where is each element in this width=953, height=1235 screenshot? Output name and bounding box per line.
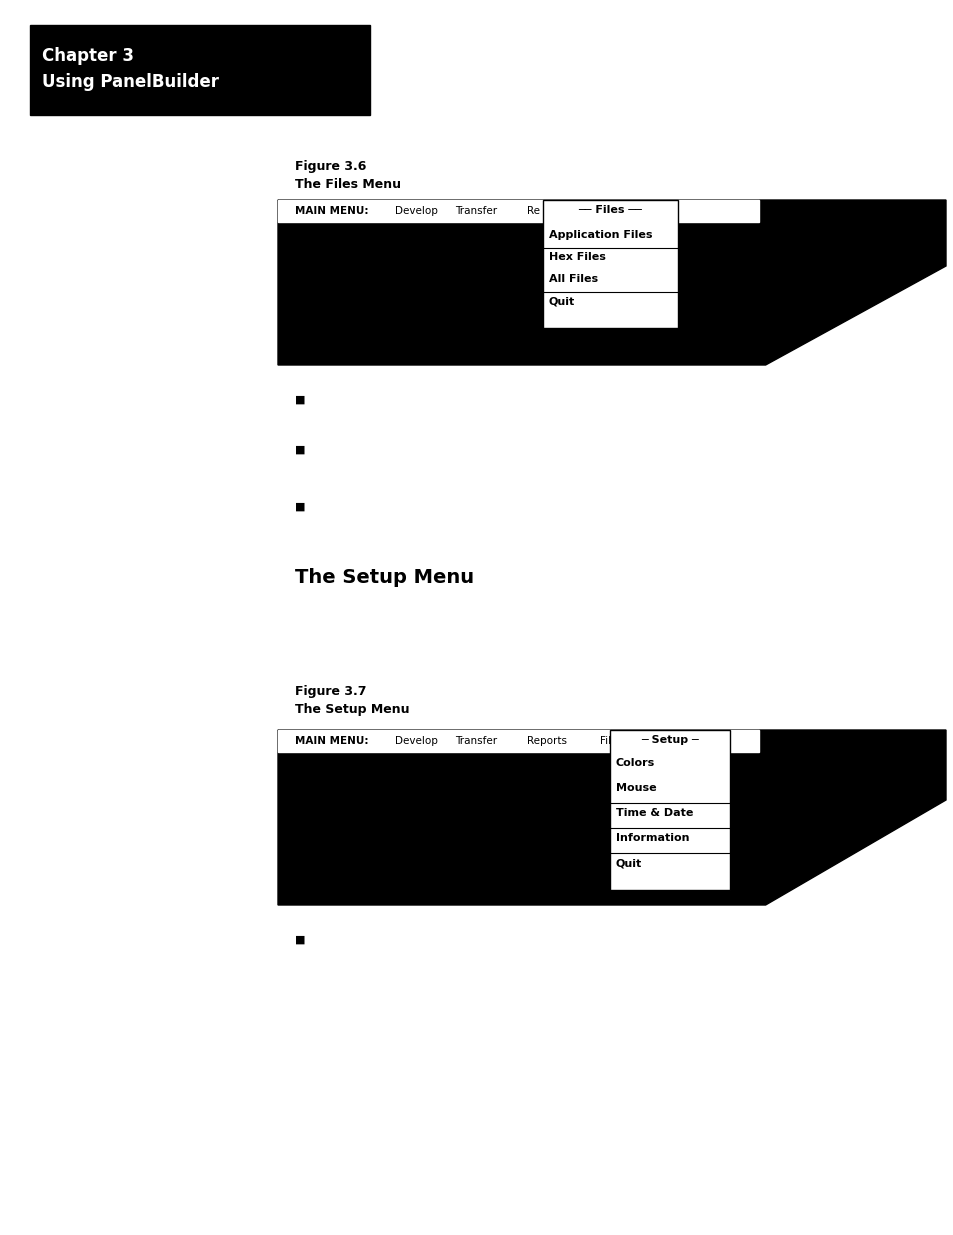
Text: Mouse: Mouse xyxy=(616,783,656,793)
Bar xyxy=(277,200,759,222)
Text: Quit: Quit xyxy=(548,296,575,306)
Text: The Setup Menu: The Setup Menu xyxy=(294,703,409,716)
Bar xyxy=(542,200,678,329)
Text: ■: ■ xyxy=(294,935,305,945)
Text: Transfer: Transfer xyxy=(455,206,497,216)
Text: Colors: Colors xyxy=(616,758,655,768)
Text: Chapter 3: Chapter 3 xyxy=(42,47,133,65)
Bar xyxy=(30,25,370,115)
Text: All Files: All Files xyxy=(548,274,598,284)
Polygon shape xyxy=(277,200,945,366)
Text: Hex Files: Hex Files xyxy=(548,252,605,262)
Text: Develop: Develop xyxy=(395,736,437,746)
Text: Develop: Develop xyxy=(395,206,437,216)
Text: Reports: Reports xyxy=(526,736,566,746)
Text: Re: Re xyxy=(526,206,539,216)
Text: Transfer: Transfer xyxy=(455,736,497,746)
Text: Application Files: Application Files xyxy=(548,230,652,240)
Text: Quit: Quit xyxy=(616,858,641,868)
Polygon shape xyxy=(277,730,945,905)
Text: Information: Information xyxy=(616,832,689,844)
Text: ─ Setup ─: ─ Setup ─ xyxy=(640,735,699,745)
Text: ■: ■ xyxy=(294,395,305,405)
Text: The Files Menu: The Files Menu xyxy=(294,178,400,191)
Text: Fil: Fil xyxy=(599,736,611,746)
Text: MAIN MENU:: MAIN MENU: xyxy=(294,736,368,746)
Text: Exit: Exit xyxy=(729,736,749,746)
Text: up: up xyxy=(685,206,699,216)
Text: Figure 3.6: Figure 3.6 xyxy=(294,161,366,173)
Text: Figure 3.7: Figure 3.7 xyxy=(294,685,366,698)
Text: The Setup Menu: The Setup Menu xyxy=(294,568,474,587)
Bar xyxy=(609,730,729,890)
Text: ── Files ──: ── Files ── xyxy=(578,205,641,215)
Text: ■: ■ xyxy=(294,501,305,513)
Text: Exit: Exit xyxy=(729,206,749,216)
Bar xyxy=(277,730,759,752)
Text: Using PanelBuilder: Using PanelBuilder xyxy=(42,73,219,91)
Text: MAIN MENU:: MAIN MENU: xyxy=(294,206,368,216)
Text: Time & Date: Time & Date xyxy=(616,808,693,818)
Text: ■: ■ xyxy=(294,445,305,454)
